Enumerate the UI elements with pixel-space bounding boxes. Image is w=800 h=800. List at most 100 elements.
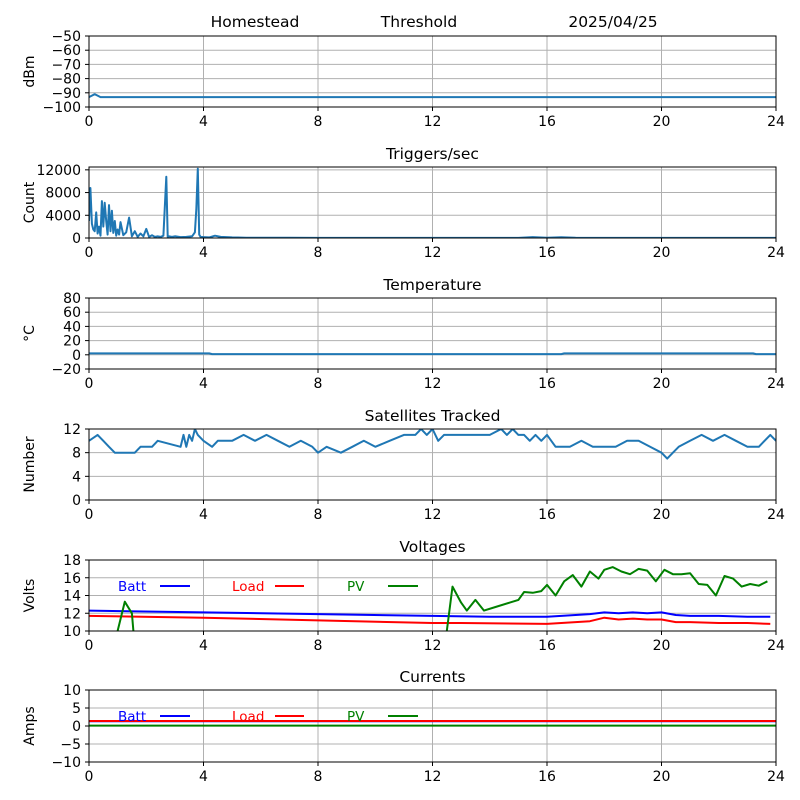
panel-noise: 0 4 8 12 16 20 24 −100−90−80−70−60−50 dBm xyxy=(22,29,785,130)
x-tick-label: 4 xyxy=(199,376,208,392)
x-tick-label: 20 xyxy=(653,769,671,785)
y-tick-label: −100 xyxy=(43,100,81,116)
y-tick-label: −70 xyxy=(51,57,81,73)
header-site: Homestead xyxy=(211,13,300,31)
x-tick-label: 8 xyxy=(314,769,323,785)
x-tick-label: 20 xyxy=(653,245,671,261)
x-tick-label: 12 xyxy=(424,376,442,392)
x-tick-label: 24 xyxy=(767,245,785,261)
y-tick-label: 20 xyxy=(63,334,81,350)
x-tick-label: 12 xyxy=(424,507,442,523)
y-axis-label: Amps xyxy=(22,706,38,745)
y-tick-label: 16 xyxy=(63,571,81,587)
y-tick-label: −20 xyxy=(51,362,81,378)
x-tick-label: 8 xyxy=(314,245,323,261)
x-tick-label: 20 xyxy=(653,114,671,130)
x-tick-label: 8 xyxy=(314,376,323,392)
y-tick-label: 0 xyxy=(72,231,81,247)
x-tick-label: 16 xyxy=(538,507,556,523)
series-line-batt xyxy=(89,609,771,618)
x-tick-label: 12 xyxy=(424,769,442,785)
x-tick-label: 0 xyxy=(85,114,94,130)
y-tick-label: 12 xyxy=(63,606,81,622)
panel-title: Triggers/sec xyxy=(385,145,479,163)
panel-title: Currents xyxy=(399,668,465,686)
y-tick-label: 8 xyxy=(72,446,81,462)
y-tick-label: 0 xyxy=(72,493,81,509)
x-tick-label: 20 xyxy=(653,376,671,392)
x-tick-label: 0 xyxy=(85,376,94,392)
panel-title: Voltages xyxy=(399,538,465,556)
x-tick-label: 4 xyxy=(199,245,208,261)
y-tick-label: 80 xyxy=(63,291,81,307)
x-tick-label: 24 xyxy=(767,769,785,785)
x-tick-label: 0 xyxy=(85,245,94,261)
series-line-satellites xyxy=(89,429,776,460)
y-tick-label: 12000 xyxy=(36,163,81,179)
x-tick-label: 16 xyxy=(538,114,556,130)
x-tick-label: 0 xyxy=(85,507,94,523)
y-tick-label: 60 xyxy=(63,305,81,321)
x-tick-label: 20 xyxy=(653,638,671,654)
x-tick-label: 16 xyxy=(538,376,556,392)
series-line-noise xyxy=(89,93,776,99)
y-tick-label: 5 xyxy=(72,701,81,717)
y-tick-label: −5 xyxy=(60,737,81,753)
x-tick-label: 8 xyxy=(314,114,323,130)
legend-label-load: Load xyxy=(232,579,264,595)
x-tick-label: 4 xyxy=(199,114,208,130)
y-tick-label: 14 xyxy=(63,589,81,605)
x-tick-label: 4 xyxy=(199,507,208,523)
y-tick-label: 40 xyxy=(63,319,81,335)
legend-label-batt: Batt xyxy=(118,579,146,595)
legend-label-batt: Batt xyxy=(118,709,146,725)
panel-title: Temperature xyxy=(382,276,481,294)
y-tick-label: 0 xyxy=(72,348,81,364)
x-tick-label: 16 xyxy=(538,769,556,785)
header-mode: Threshold xyxy=(380,13,457,31)
header-date: 2025/04/25 xyxy=(568,13,657,31)
x-tick-label: 24 xyxy=(767,376,785,392)
x-tick-label: 8 xyxy=(314,507,323,523)
y-tick-label: 4 xyxy=(72,469,81,485)
y-tick-label: −90 xyxy=(51,86,81,102)
x-tick-label: 24 xyxy=(767,114,785,130)
series-line-load xyxy=(89,614,771,625)
x-tick-label: 16 xyxy=(538,245,556,261)
x-tick-label: 4 xyxy=(199,769,208,785)
x-tick-label: 8 xyxy=(314,638,323,654)
y-tick-label: −60 xyxy=(51,43,81,59)
x-tick-label: 12 xyxy=(424,114,442,130)
x-tick-label: 24 xyxy=(767,507,785,523)
y-tick-label: 10 xyxy=(63,624,81,640)
y-axis-label: Count xyxy=(22,181,38,223)
panel-satellites: 0 4 8 12 16 20 24 0 4 8 12 Satellites Tracked Number xyxy=(22,407,785,523)
panel-title: Satellites Tracked xyxy=(365,407,501,425)
y-axis-label: °C xyxy=(22,325,38,342)
x-tick-label: 0 xyxy=(85,769,94,785)
y-tick-label: 18 xyxy=(63,553,81,569)
legend-label-pv: PV xyxy=(347,579,365,595)
x-tick-label: 12 xyxy=(424,638,442,654)
x-tick-label: 20 xyxy=(653,507,671,523)
x-tick-label: 16 xyxy=(538,638,556,654)
x-tick-label: 4 xyxy=(199,638,208,654)
legend-label-pv: PV xyxy=(347,709,365,725)
x-tick-label: 24 xyxy=(767,638,785,654)
panel-triggers: 0 4 8 12 16 20 24 0 4000 8000 12000 Triggers/sec Cou… xyxy=(22,145,785,261)
series-line-temperature xyxy=(89,352,776,356)
x-tick-label: 0 xyxy=(85,638,94,654)
y-tick-label: −50 xyxy=(51,29,81,45)
y-tick-label: 0 xyxy=(72,719,81,735)
y-axis-label: Number xyxy=(22,436,38,492)
y-axis-label: dBm xyxy=(22,55,38,87)
y-tick-label: 10 xyxy=(63,683,81,699)
y-tick-label: 12 xyxy=(63,422,81,438)
series-line-pv xyxy=(116,566,768,631)
y-axis-label: Volts xyxy=(22,579,38,613)
